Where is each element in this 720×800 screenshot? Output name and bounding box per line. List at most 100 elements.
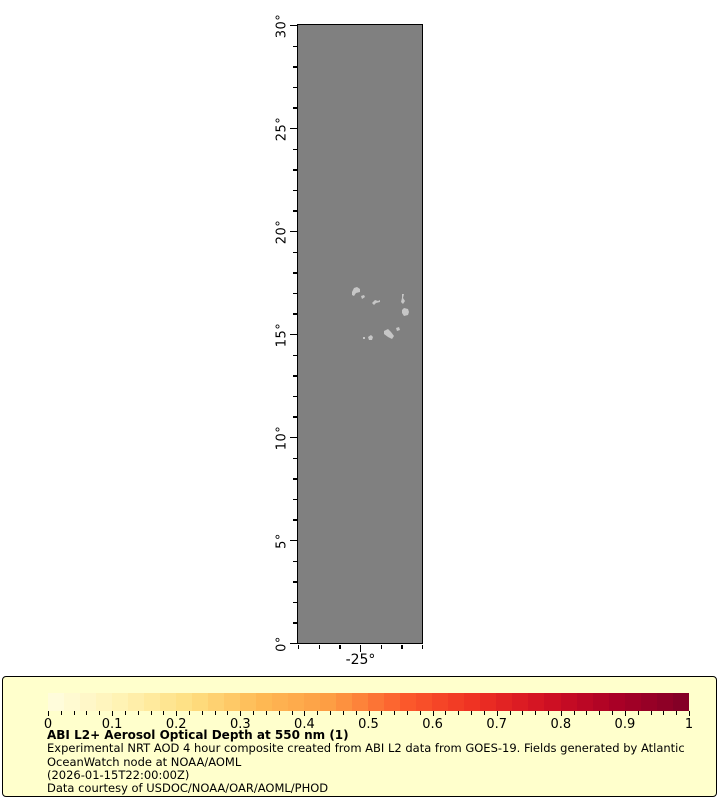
island-shape <box>384 329 394 339</box>
colorbar-segment <box>496 693 513 711</box>
colorbar-minor-tick <box>586 711 588 715</box>
lat-tick-label: 10° <box>274 425 290 450</box>
lat-tick-label: 15° <box>274 322 290 347</box>
lat-tick <box>293 45 297 47</box>
lat-tick <box>293 251 297 253</box>
legend-text-line: Data courtesy of USDOC/NOAA/OAR/AOML/PHO… <box>47 781 329 796</box>
colorbar-segment <box>80 693 97 711</box>
lon-tick-label: -25° <box>345 652 376 668</box>
colorbar-minor-tick <box>227 711 229 715</box>
colorbar-segment <box>256 693 273 711</box>
lat-tick <box>293 375 297 377</box>
colorbar-minor-tick <box>406 711 408 715</box>
colorbar-segment <box>112 693 129 711</box>
lon-tick <box>401 645 403 649</box>
colorbar-minor-tick <box>471 711 473 715</box>
island-shape <box>361 295 365 299</box>
colorbar-minor-tick <box>253 711 255 715</box>
colorbar-minor-tick <box>86 711 88 715</box>
legend-description: Experimental NRT AOD 4 hour composite cr… <box>47 741 685 796</box>
colorbar-major-tick <box>432 711 434 716</box>
colorbar-segment <box>224 693 241 711</box>
colorbar-segment <box>672 693 689 711</box>
lat-tick <box>293 560 297 562</box>
colorbar-segment <box>560 693 577 711</box>
islands-overlay <box>352 287 409 340</box>
colorbar-segment <box>352 693 369 711</box>
colorbar-tick-label: 0.1 <box>101 717 123 732</box>
lon-tick <box>298 645 300 649</box>
colorbar-major-tick <box>48 711 49 716</box>
colorbar-minor-tick <box>189 711 191 715</box>
colorbar-segment <box>336 693 353 711</box>
colorbar-minor-tick <box>355 711 357 715</box>
lon-tick <box>380 645 383 649</box>
colorbar-minor-tick <box>317 711 319 715</box>
colorbar-minor-tick <box>124 711 126 715</box>
lat-tick <box>293 210 297 212</box>
colorbar-major-tick <box>689 711 690 716</box>
colorbar-segment <box>464 693 481 711</box>
colorbar-segment <box>528 693 545 711</box>
lat-tick-label: 30° <box>274 13 290 38</box>
colorbar-major-tick <box>560 711 562 716</box>
colorbar-minor-tick <box>201 711 203 715</box>
colorbar-minor-tick <box>150 711 152 715</box>
colorbar-major-tick <box>240 711 242 716</box>
colorbar-segment <box>240 693 257 711</box>
colorbar-segment <box>160 693 177 711</box>
colorbar-minor-tick <box>419 711 421 715</box>
lon-tick <box>318 645 321 649</box>
colorbar-minor-tick <box>394 711 396 715</box>
colorbar-segment <box>576 693 593 711</box>
colorbar-tick-label: 0.8 <box>550 717 572 732</box>
colorbar-tick-label: 0.9 <box>614 717 636 732</box>
lat-tick <box>293 66 297 68</box>
lat-tick <box>290 231 297 233</box>
colorbar <box>48 693 689 711</box>
lat-tick <box>293 313 297 315</box>
colorbar-tick-label: 0.6 <box>422 717 443 732</box>
colorbar-minor-tick <box>637 711 639 715</box>
colorbar-major-tick <box>304 711 306 716</box>
colorbar-minor-tick <box>483 711 485 715</box>
colorbar-minor-tick <box>573 711 575 715</box>
lon-tick <box>422 645 424 649</box>
lat-tick-label: 5° <box>274 532 290 549</box>
colorbar-segment <box>144 693 161 711</box>
colorbar-segment <box>208 693 225 711</box>
colorbar-segment <box>448 693 465 711</box>
colorbar-minor-tick <box>676 711 678 715</box>
colorbar-segment <box>608 693 625 711</box>
colorbar-tick-label: 1 <box>684 717 694 732</box>
colorbar-segment <box>48 693 65 711</box>
colorbar-minor-tick <box>330 711 332 715</box>
colorbar-minor-tick <box>73 711 75 715</box>
map-plot-area <box>297 24 423 644</box>
lat-tick <box>293 416 297 418</box>
colorbar-major-tick <box>176 711 178 716</box>
lat-tick <box>293 457 297 459</box>
colorbar-segment <box>96 693 113 711</box>
lat-tick <box>290 128 297 130</box>
colorbar-segment <box>544 693 561 711</box>
lat-tick <box>293 107 297 109</box>
colorbar-minor-tick <box>650 711 652 715</box>
colorbar-minor-tick <box>547 711 549 715</box>
lon-tick <box>339 645 341 649</box>
colorbar-minor-tick <box>60 711 62 715</box>
legend-text-block: ABI L2+ Aerosol Optical Depth at 550 nm … <box>47 728 685 796</box>
colorbar-segment <box>320 693 337 711</box>
lat-tick <box>293 581 297 583</box>
colorbar-major-tick <box>496 711 498 716</box>
colorbar-major-tick <box>368 711 370 716</box>
lat-tick <box>293 601 297 604</box>
colorbar-segment <box>384 693 401 711</box>
colorbar-minor-tick <box>265 711 267 715</box>
colorbar-minor-tick <box>535 711 537 715</box>
colorbar-minor-tick <box>663 711 665 715</box>
legend-title: ABI L2+ Aerosol Optical Depth at 550 nm … <box>47 728 349 742</box>
lat-tick <box>290 540 297 542</box>
colorbar-segment <box>128 693 145 711</box>
